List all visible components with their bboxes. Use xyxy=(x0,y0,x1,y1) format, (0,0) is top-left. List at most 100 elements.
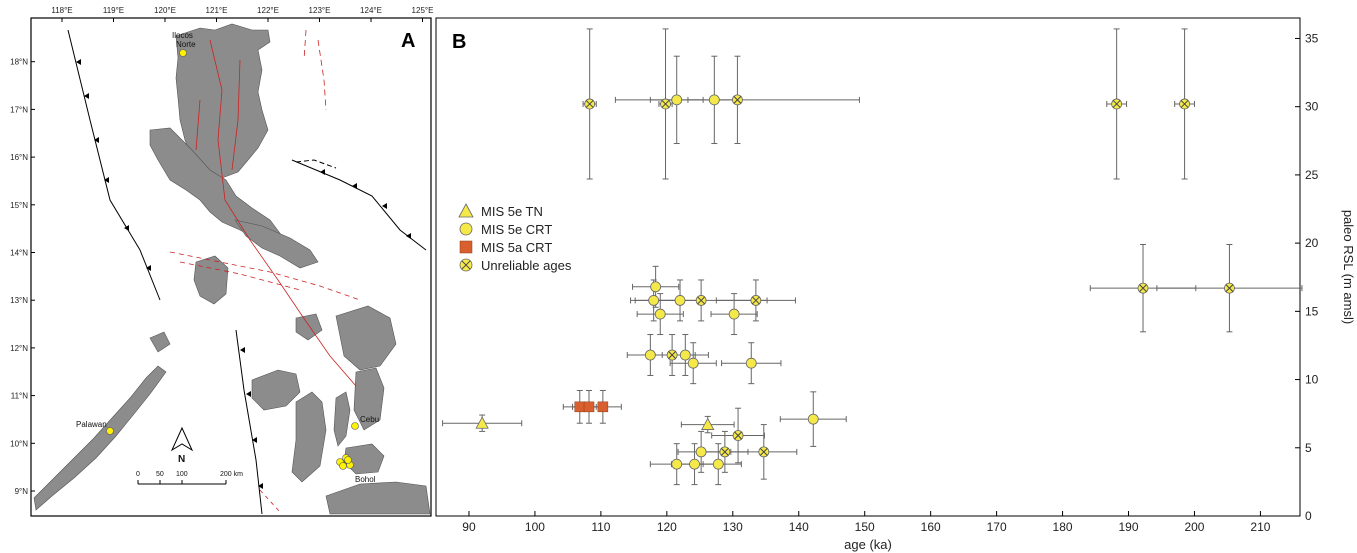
calamian-islands xyxy=(149,331,171,353)
scale-bar: 0 50 100 200 km xyxy=(136,471,243,485)
unreliable-cross xyxy=(752,296,760,305)
data-point-circle xyxy=(644,349,656,361)
lat-tick-label: 13°N xyxy=(10,296,28,305)
site-markers xyxy=(106,49,359,470)
north-arrow-icon xyxy=(170,426,194,452)
data-point-unreliable xyxy=(732,94,743,106)
x-tick-label: 180 xyxy=(1053,520,1073,534)
x-tick-label: 200 xyxy=(1184,520,1204,534)
data-point-circle xyxy=(745,357,757,369)
unreliable-cross xyxy=(1180,100,1189,108)
data-point-unreliable xyxy=(1179,98,1190,110)
place-norte: Norte xyxy=(176,40,196,49)
data-point-circle xyxy=(687,357,699,369)
data-point-square xyxy=(583,401,595,413)
map-longitude-ticks: 118°E 119°E 120°E 121°E 122°E 123°E 124°E 125°E xyxy=(51,6,433,22)
subduction-tooth xyxy=(104,177,109,183)
subduction-tooth xyxy=(146,265,151,271)
bicol-peninsula xyxy=(234,219,319,269)
data-point-unreliable xyxy=(1111,98,1123,110)
negros-island xyxy=(291,391,327,483)
data-point-circle xyxy=(650,281,662,293)
panay-island xyxy=(251,369,301,411)
y-tick-label: 10 xyxy=(1305,373,1319,387)
place-palawan: Palawan xyxy=(76,420,107,429)
unreliable-cross xyxy=(759,448,768,456)
unreliable-cross xyxy=(734,431,742,440)
data-point-unreliable xyxy=(459,258,473,272)
scale-label-200: 200 km xyxy=(220,471,243,478)
x-tick-label: 120 xyxy=(657,520,677,534)
legend-label: MIS 5e CRT xyxy=(481,222,552,237)
mindanao-north xyxy=(325,481,431,515)
data-point-square xyxy=(459,240,473,254)
data-point-circle xyxy=(671,458,683,470)
data-point-circle xyxy=(679,349,691,361)
data-point-unreliable xyxy=(1137,282,1149,294)
lat-tick-label: 18°N xyxy=(10,58,28,67)
north-label: N xyxy=(178,454,185,465)
cebu-island xyxy=(333,391,351,447)
legend-item: MIS 5e CRT xyxy=(459,222,552,237)
data-point-unreliable xyxy=(758,446,770,458)
place-cebu: Cebu xyxy=(360,415,379,424)
unreliable-cross xyxy=(668,351,676,359)
x-tick-label: 160 xyxy=(921,520,941,534)
unreliable-cross xyxy=(585,100,594,108)
data-point-unreliable xyxy=(750,295,762,306)
subduction-tooth xyxy=(258,483,263,489)
unreliable-cross xyxy=(1139,284,1147,293)
lat-tick-label: 15°N xyxy=(10,201,28,210)
subduction-tooth xyxy=(240,347,245,353)
luzon-island xyxy=(175,23,271,179)
lat-tick-label: 9°N xyxy=(15,487,29,496)
place-bohol: Bohol xyxy=(355,475,376,484)
lon-tick-label: 125°E xyxy=(412,6,434,15)
y-tick-label: 30 xyxy=(1305,100,1319,114)
x-axis-label: age (ka) xyxy=(844,537,892,552)
data-point-triangle xyxy=(458,203,474,218)
map-latitude-ticks: 9°N 10°N 11°N 12°N 13°N 14°N 15°N 16°N 17°N 18°N xyxy=(10,58,35,496)
chart-panel: B 90 100 110 120 130 140 150 160 170 180 190 200 210… xyxy=(435,17,1356,552)
data-point-circle xyxy=(671,94,683,106)
subduction-tooth xyxy=(382,203,387,209)
x-tick-label: 150 xyxy=(855,520,875,534)
data-point-circle xyxy=(712,458,724,470)
data-point-circle xyxy=(459,222,473,236)
data-point-triangle xyxy=(701,417,715,430)
subduction-tooth xyxy=(76,59,81,65)
data-point-square xyxy=(597,401,609,413)
plot-frame xyxy=(435,17,1301,517)
y-tick-label: 20 xyxy=(1305,236,1319,250)
unreliable-cross xyxy=(733,96,742,104)
subduction-teeth xyxy=(76,59,411,489)
subduction-tooth xyxy=(252,437,257,443)
unreliable-cross xyxy=(697,296,705,305)
lat-tick-label: 12°N xyxy=(10,344,28,353)
lat-tick-label: 11°N xyxy=(11,392,29,401)
site-palawan xyxy=(106,427,114,435)
manila-trench xyxy=(67,29,161,301)
scale-label-100: 100 xyxy=(176,471,188,478)
x-tick-label: 170 xyxy=(987,520,1007,534)
data-point-circle xyxy=(695,446,707,458)
unreliable-cross xyxy=(721,448,729,456)
lat-tick-label: 16°N xyxy=(10,153,28,162)
panel-label-b: B xyxy=(452,31,466,53)
legend-item: MIS 5e TN xyxy=(458,203,543,219)
data-point-circle xyxy=(708,94,720,106)
data-point-unreliable xyxy=(732,430,744,441)
site-ilocos-norte xyxy=(179,49,187,57)
subduction-tooth xyxy=(320,169,325,175)
subduction-tooth xyxy=(84,93,89,99)
x-tick-label: 100 xyxy=(525,520,545,534)
east-luzon-trough xyxy=(295,159,337,169)
lon-tick-label: 124°E xyxy=(360,6,382,15)
subduction-tooth xyxy=(124,225,129,231)
legend-item: MIS 5a CRT xyxy=(459,240,552,255)
data-point-circle xyxy=(689,458,700,470)
negros-trench xyxy=(235,329,263,515)
x-tick-label: 110 xyxy=(591,520,610,534)
y-tick-label: 25 xyxy=(1305,168,1319,182)
x-tick-label: 90 xyxy=(462,520,476,534)
